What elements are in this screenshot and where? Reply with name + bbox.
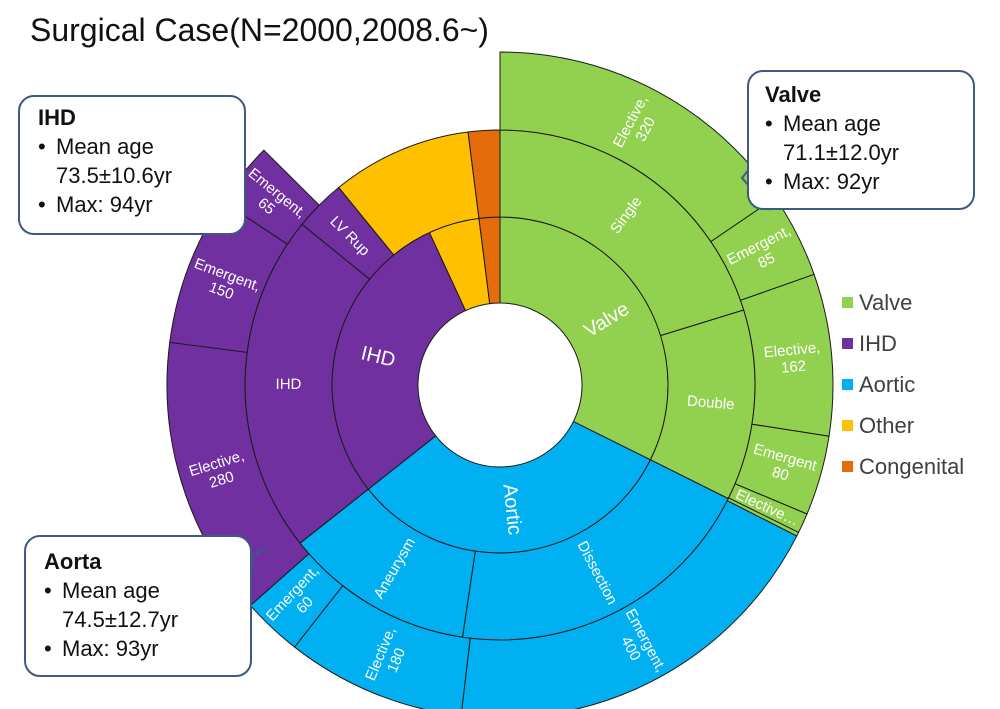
legend-label: Valve [859,289,913,315]
callout-title: IHD [38,105,76,130]
callout-ihd: IHD • Mean age 73.5±10.6yr • Max: 94yr [18,95,246,235]
legend-label: Other [859,412,915,438]
legend-label: IHD [859,330,897,356]
callout-bullet: • Mean age [44,576,250,605]
legend-swatch-congenital [842,461,853,472]
max-age-value: Max: 94yr [56,192,153,217]
bullet-dot-icon: • [44,636,52,661]
legend-item-congenital: Congenital [842,446,964,487]
callout-bullet: • Mean age [38,132,244,161]
mean-age-value: 73.5±10.6yr [56,163,173,188]
callout-valve: Valve • Mean age 71.1±12.0yr • Max: 92yr [747,70,975,210]
bullet-dot-icon: • [38,134,46,159]
callout-bullet: • Max: 92yr [765,167,973,196]
callout-title: Aorta [44,549,102,574]
segment-label: Elective,162 [763,339,823,378]
legend-item-aortic: Aortic [842,364,964,405]
callout-title: Valve [765,82,822,107]
mean-age-value: 74.5±12.7yr [62,607,179,632]
mean-age-value: 71.1±12.0yr [783,140,900,165]
callout-aorta: Aorta • Mean age 74.5±12.7yr • Max: 93yr [24,535,252,677]
legend-swatch-aortic [842,379,853,390]
legend-swatch-other [842,420,853,431]
bullet-dot-icon: • [38,192,46,217]
outer-ring-segment-emergent-400 [461,500,798,709]
bullet-dot-icon: • [44,578,52,603]
max-age-value: Max: 92yr [783,169,880,194]
legend-item-ihd: IHD [842,323,964,364]
middle-ring-segment-congenital [467,129,501,219]
legend-label: Congenital [859,453,965,479]
callout-bullet: • Max: 94yr [38,190,244,219]
legend-item-valve: Valve [842,282,964,323]
segment-label: Aortic [498,483,525,536]
mean-age-label: Mean age [783,111,881,136]
callout-bullet: • Max: 93yr [44,634,250,663]
legend-swatch-ihd [842,338,853,349]
legend-item-other: Other [842,405,964,446]
bullet-dot-icon: • [765,111,773,136]
chart-title: Surgical Case(N=2000,2008.6~) [30,12,489,48]
chart-legend: Valve IHD Aortic Other Congenital [842,282,964,487]
segment-label: IHD [276,376,302,393]
mean-age-label: Mean age [62,578,160,603]
segment-label: Double [686,393,735,414]
legend-label: Aortic [859,371,916,397]
callout-bullet: • Mean age [765,109,973,138]
mean-age-label: Mean age [56,134,154,159]
bullet-dot-icon: • [765,169,773,194]
legend-swatch-valve [842,297,853,308]
max-age-value: Max: 93yr [62,636,159,661]
